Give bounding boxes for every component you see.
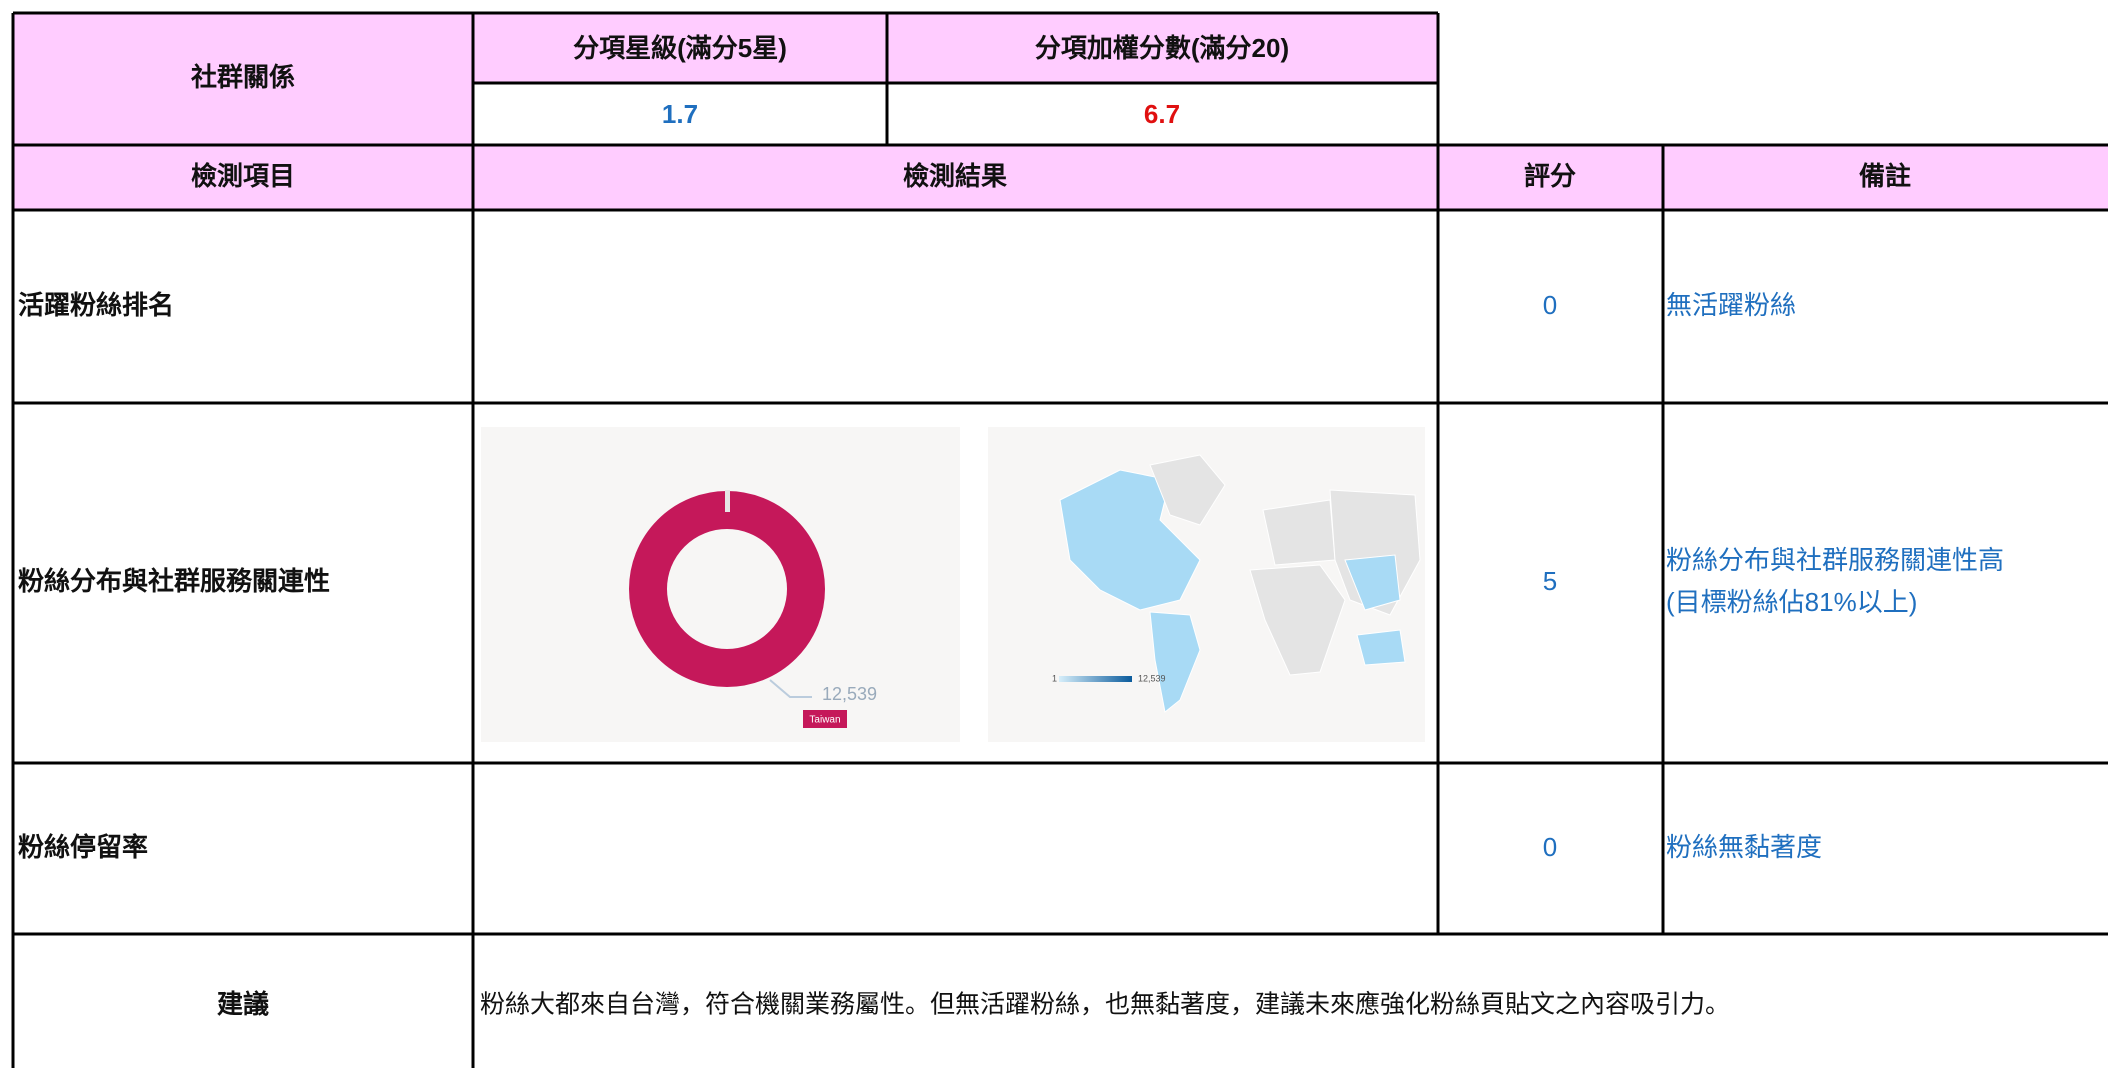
summary-column: 分項加權分數(滿分20) — [1035, 33, 1289, 63]
advice-text: 粉絲大都來自台灣，符合機關業務屬性。但無活躍粉絲，也無黏著度，建議未來應強化粉絲… — [480, 991, 1730, 1019]
table-header: 檢測結果 — [903, 161, 1007, 191]
note: 粉絲分布與社群服務關連性高 — [1666, 545, 2004, 575]
donut-tag: Taiwan — [809, 715, 840, 726]
map-legend-min: 1 — [1052, 673, 1057, 683]
advice-label: 建議 — [217, 989, 269, 1019]
summary-column: 分項星級(滿分5星) — [573, 33, 787, 63]
donut-label: 12,539 — [822, 684, 877, 704]
note: 無活躍粉絲 — [1666, 290, 1796, 320]
table-header: 備註 — [1859, 161, 1911, 191]
score: 0 — [1543, 832, 1557, 862]
note: 粉絲無黏著度 — [1666, 832, 1822, 862]
map-figure: 1 12,539 — [988, 427, 1425, 742]
donut-figure: 12,539 Taiwan — [481, 427, 960, 742]
note: (目標粉絲佔81%以上) — [1666, 587, 1917, 617]
item-label: 粉絲停留率 — [18, 832, 148, 862]
grid-lines — [11, 11, 2108, 1068]
weighted-score: 6.7 — [1144, 99, 1180, 129]
summary-title: 社群關係 — [191, 62, 295, 92]
item-label: 粉絲分布與社群服務關連性 — [18, 566, 330, 596]
table-header: 評分 — [1524, 161, 1576, 191]
score: 0 — [1543, 290, 1557, 320]
cell-backgrounds — [13, 13, 2108, 210]
item-label: 活躍粉絲排名 — [18, 290, 174, 320]
score: 5 — [1543, 566, 1557, 596]
table-header: 檢測項目 — [191, 161, 295, 191]
map-legend-max: 12,539 — [1138, 673, 1166, 683]
star-rating: 1.7 — [662, 99, 698, 129]
